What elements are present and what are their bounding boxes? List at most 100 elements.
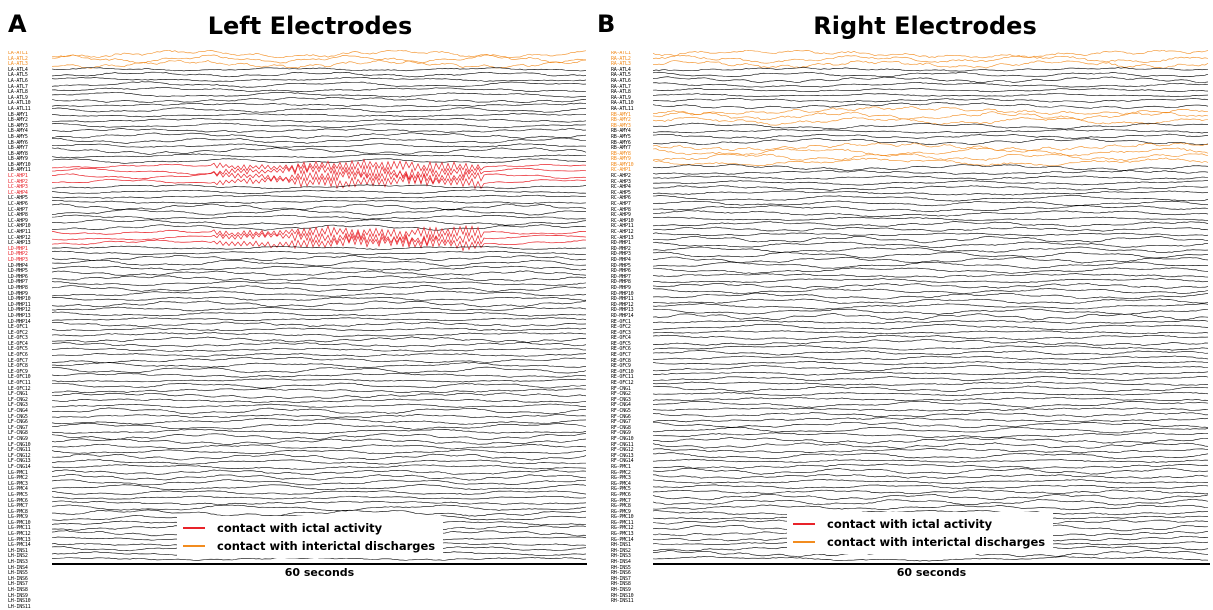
channel-label: RC-AHP6 <box>611 195 631 202</box>
channel-trace <box>52 290 587 297</box>
channel-label: RF-CNG7 <box>611 419 631 426</box>
channel-label: LD-MHP1 <box>8 245 28 252</box>
channel-label: RD-MHP6 <box>611 268 631 275</box>
channel-trace <box>52 372 587 378</box>
channel-label: LE-OFC1 <box>8 324 28 331</box>
channel-label: RF-CNG8 <box>611 424 631 431</box>
channel-trace <box>52 433 587 441</box>
channel-label: LA-ATL10 <box>8 100 31 107</box>
channel-label: RH-INS4 <box>611 559 631 566</box>
channel-trace <box>52 356 587 364</box>
channel-label: LD-MHP7 <box>8 279 28 286</box>
channel-trace <box>653 397 1209 402</box>
channel-label: RC-AHP2 <box>611 173 631 180</box>
channel-trace <box>52 77 587 82</box>
channel-trace <box>52 509 587 517</box>
channel-trace <box>52 153 587 159</box>
channel-label: RG-PMC1 <box>611 463 631 470</box>
channel-trace <box>653 241 1209 248</box>
channel-label: LA-ATL4 <box>8 66 28 73</box>
channel-trace <box>52 453 587 461</box>
channel-trace <box>653 153 1209 161</box>
channel-trace <box>52 67 587 72</box>
channel-label: RG-PMC12 <box>611 525 634 532</box>
channel-trace <box>52 275 587 282</box>
channel-trace <box>653 292 1209 300</box>
channel-trace <box>52 362 587 368</box>
channel-label: LG-PMC2 <box>8 475 28 482</box>
channel-label: RB-AMY4 <box>611 128 631 135</box>
channel-label: LA-ATL1 <box>8 51 28 56</box>
channel-label: RD-MHP11 <box>611 296 634 303</box>
channel-trace <box>52 347 587 352</box>
channel-trace <box>653 287 1209 295</box>
channel-label: RB-AMY5 <box>611 133 631 140</box>
channel-trace <box>653 82 1209 88</box>
channel-label: LE-OFC11 <box>8 380 31 387</box>
channel-label: LB-AMY11 <box>8 167 31 174</box>
channel-trace <box>52 169 587 186</box>
channel-trace <box>52 163 587 181</box>
channel-label-column: LA-ATL1 LA-ATL2 LA-ATL3 LA-ATL4 LA-ATL5 LA-AT… <box>8 51 50 610</box>
channel-label: LH-INS11 <box>8 603 31 610</box>
channel-label: LB-AMY7 <box>8 145 28 152</box>
channel-label: LG-PMC7 <box>8 503 28 510</box>
channel-label: RB-AMY7 <box>611 145 631 152</box>
channel-trace <box>52 50 587 58</box>
channel-label: RD-MHP4 <box>611 256 631 263</box>
channel-trace <box>52 464 587 470</box>
channel-trace <box>653 200 1209 207</box>
channel-trace <box>52 285 587 292</box>
channel-label: LH-INS3 <box>8 559 28 566</box>
channel-trace <box>653 129 1209 134</box>
channel-trace <box>653 376 1209 382</box>
channel-label: LH-INS5 <box>8 570 28 577</box>
channel-label: LD-MHP2 <box>8 251 28 258</box>
channel-trace <box>52 392 587 399</box>
channel-label: LB-AMY6 <box>8 139 28 146</box>
channel-label: LA-ATL9 <box>8 94 28 101</box>
legend-item-ictal: contact with ictal activity <box>183 519 435 537</box>
channel-trace <box>653 76 1209 83</box>
channel-label: LA-ATL8 <box>8 89 28 96</box>
channel-label: RE-OFC3 <box>611 329 631 336</box>
channel-label: LE-OFC6 <box>8 352 28 359</box>
channel-label: LD-MHP12 <box>8 307 31 314</box>
channel-label: RG-PMC11 <box>611 519 634 526</box>
channel-trace <box>653 102 1209 109</box>
channel-label: RA-ATL3 <box>611 61 631 68</box>
channel-label: LC-AHP10 <box>8 223 31 230</box>
channel-label: RG-PMC13 <box>611 531 634 538</box>
channel-trace <box>653 97 1209 103</box>
channel-trace <box>653 452 1209 459</box>
channel-label: RF-CNG6 <box>611 413 631 420</box>
channel-trace <box>653 432 1209 438</box>
channel-trace <box>52 474 587 481</box>
channel-label: LH-INS1 <box>8 547 28 554</box>
channel-trace <box>653 210 1209 217</box>
channel-label: RC-AHP13 <box>611 234 634 241</box>
channel-trace <box>653 261 1209 269</box>
channel-label: RF-CNG2 <box>611 391 631 398</box>
channel-trace <box>653 484 1209 489</box>
channel-trace <box>653 442 1209 449</box>
channel-label: LG-PMC14 <box>8 542 31 549</box>
channel-trace <box>52 418 587 425</box>
channel-label: LF-CNG4 <box>8 408 28 414</box>
channel-label: LF-CNG6 <box>8 419 28 426</box>
channel-trace <box>52 92 587 98</box>
channel-label: RE-OFC11 <box>611 374 634 381</box>
channel-label: RG-PMC4 <box>611 480 631 487</box>
channel-label: RH-INS1 <box>611 542 631 549</box>
channel-label: LG-PMC8 <box>8 508 28 515</box>
channel-trace <box>653 400 1209 408</box>
channel-label: LE-OFC7 <box>8 357 28 364</box>
channel-trace <box>653 504 1209 511</box>
channel-label: LC-AHP1 <box>8 173 28 180</box>
channel-trace <box>52 71 587 78</box>
channel-trace <box>52 332 587 337</box>
channel-label: LC-AHP5 <box>8 195 28 202</box>
channel-trace <box>653 55 1209 64</box>
channel-label: LF-CNG2 <box>8 396 28 403</box>
legend-swatch-interictal <box>183 545 205 547</box>
